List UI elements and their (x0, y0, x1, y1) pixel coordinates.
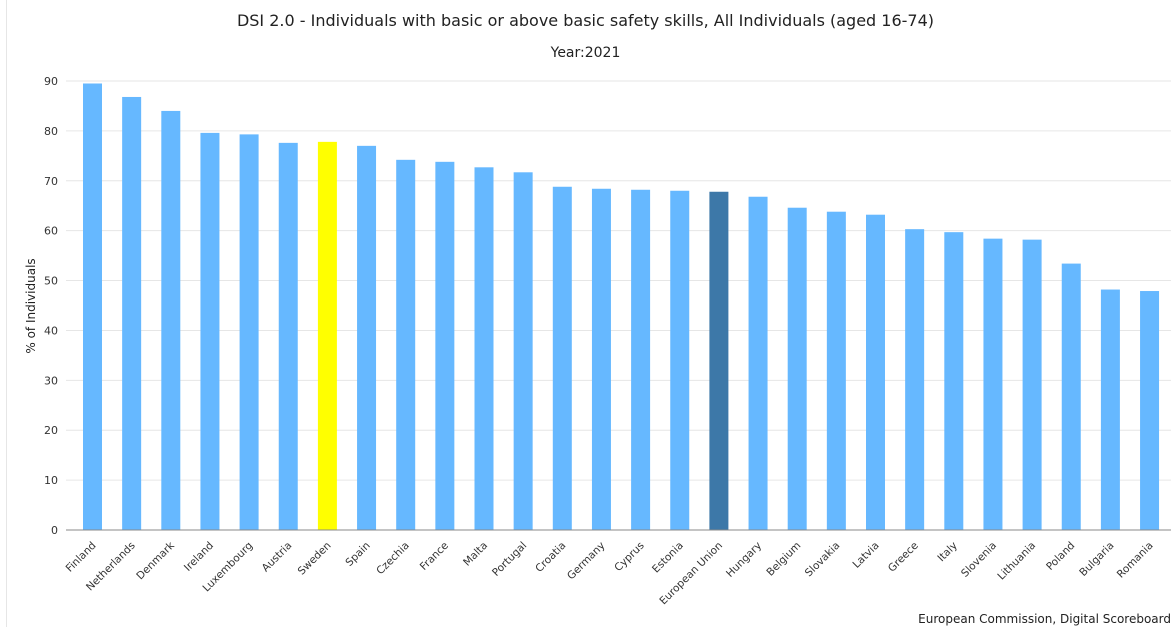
x-tick-label: France (418, 540, 451, 573)
y-tick-label: 0 (51, 524, 58, 537)
bar-france[interactable] (435, 161, 455, 530)
bar-germany[interactable] (591, 188, 611, 530)
bar-slovakia[interactable] (826, 211, 846, 530)
bar-estonia[interactable] (670, 190, 690, 530)
bar-czechia[interactable] (396, 159, 416, 530)
bar-hungary[interactable] (748, 196, 768, 530)
bar-malta[interactable] (474, 167, 494, 530)
y-tick-label: 10 (44, 474, 58, 487)
y-tick-label: 70 (44, 175, 58, 188)
x-tick-label: Spain (343, 540, 372, 569)
bar-luxembourg[interactable] (239, 134, 259, 530)
x-tick-label: Portugal (490, 540, 529, 579)
x-tick-label: Finland (64, 540, 99, 575)
credits-link[interactable]: European Commission, Digital Scoreboard (918, 612, 1171, 626)
x-tick-label: Estonia (650, 540, 686, 576)
x-tick-label: Belgium (764, 540, 803, 579)
bar-european-union[interactable] (709, 191, 729, 530)
y-tick-label: 90 (44, 75, 58, 88)
bar-denmark[interactable] (161, 110, 181, 530)
y-tick-label: 40 (44, 324, 58, 337)
chart-subtitle: Year:2021 (550, 45, 621, 61)
y-tick-label: 60 (44, 225, 58, 238)
bars (83, 83, 1160, 531)
x-tick-label: Denmark (134, 539, 177, 582)
x-tick-label: Romania (1115, 540, 1156, 581)
frame-border (6, 0, 7, 627)
x-tick-label: Poland (1044, 540, 1077, 573)
x-tick-label: Cyprus (612, 540, 646, 574)
x-tick-label: Malta (461, 540, 490, 569)
bar-finland[interactable] (83, 83, 102, 530)
y-tick-label: 50 (44, 275, 58, 288)
bar-cyprus[interactable] (631, 189, 651, 530)
bar-poland[interactable] (1061, 263, 1081, 530)
x-tick-label: Italy (935, 540, 960, 565)
x-tick-label: Sweden (296, 540, 334, 578)
x-tick-label: Croatia (533, 540, 568, 575)
y-tick-label: 30 (44, 374, 58, 387)
x-tick-label: Greece (886, 540, 921, 575)
chart-title: DSI 2.0 - Individuals with basic or abov… (236, 11, 935, 30)
bar-portugal[interactable] (513, 172, 533, 530)
y-tick-label: 20 (44, 424, 58, 437)
x-tick-label: Ireland (182, 540, 216, 574)
x-tick-label: Latvia (851, 540, 882, 571)
bar-austria[interactable] (278, 142, 298, 530)
y-axis-ticks: 0 10 20 30 40 50 60 70 80 90 (44, 75, 58, 537)
x-tick-label: Bulgaria (1077, 540, 1116, 579)
bar-latvia[interactable] (866, 214, 885, 531)
bar-spain[interactable] (357, 145, 377, 530)
x-tick-label: Lithuania (995, 540, 1038, 583)
bar-ireland[interactable] (200, 132, 220, 530)
x-tick-label: Austria (260, 540, 295, 575)
x-tick-label: Czechia (374, 540, 412, 578)
x-tick-label: Hungary (724, 540, 764, 580)
y-tick-label: 80 (44, 125, 58, 138)
x-tick-label: Slovenia (959, 540, 999, 580)
x-tick-label: Germany (565, 540, 608, 583)
bar-greece[interactable] (905, 229, 925, 531)
bar-bulgaria[interactable] (1100, 289, 1120, 530)
bar-croatia[interactable] (552, 186, 572, 530)
bar-lithuania[interactable] (1022, 239, 1042, 530)
x-tick-label: Slovakia (803, 540, 843, 580)
bar-slovenia[interactable] (983, 238, 1003, 530)
y-axis-title: % of Individuals (24, 258, 38, 353)
grid-lines (66, 80, 1171, 481)
bar-netherlands[interactable] (122, 96, 142, 530)
bar-sweden[interactable] (317, 141, 337, 530)
bar-belgium[interactable] (787, 207, 807, 530)
bar-romania[interactable] (1140, 291, 1160, 530)
bar-italy[interactable] (944, 232, 964, 530)
